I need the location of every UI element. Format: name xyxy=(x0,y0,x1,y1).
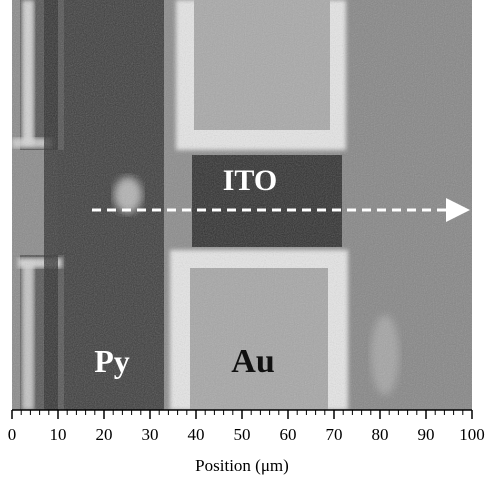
ito-label: ITO xyxy=(223,164,277,197)
tick-label: 10 xyxy=(50,425,67,444)
x-axis: 0 10 20 30 40 50 60 70 80 90 100 Position (μm) xyxy=(8,409,485,475)
microscopy-image: ITO Py Au xyxy=(12,0,472,410)
tick-label: 70 xyxy=(326,425,343,444)
tick-label: 20 xyxy=(96,425,113,444)
tick-label: 100 xyxy=(459,425,485,444)
tick-label: 90 xyxy=(418,425,435,444)
scan-arrow xyxy=(92,198,470,222)
tick-label: 50 xyxy=(234,425,251,444)
tick-label: 80 xyxy=(372,425,389,444)
tick-label: 0 xyxy=(8,425,17,444)
py-label: Py xyxy=(94,343,130,379)
x-axis-title: Position (μm) xyxy=(195,456,289,475)
x-axis-ticks xyxy=(11,410,473,419)
au-label: Au xyxy=(231,343,274,380)
tick-label: 40 xyxy=(188,425,205,444)
tick-label: 60 xyxy=(280,425,297,444)
tick-label: 30 xyxy=(142,425,159,444)
x-axis-tick-labels: 0 10 20 30 40 50 60 70 80 90 100 xyxy=(8,425,485,444)
